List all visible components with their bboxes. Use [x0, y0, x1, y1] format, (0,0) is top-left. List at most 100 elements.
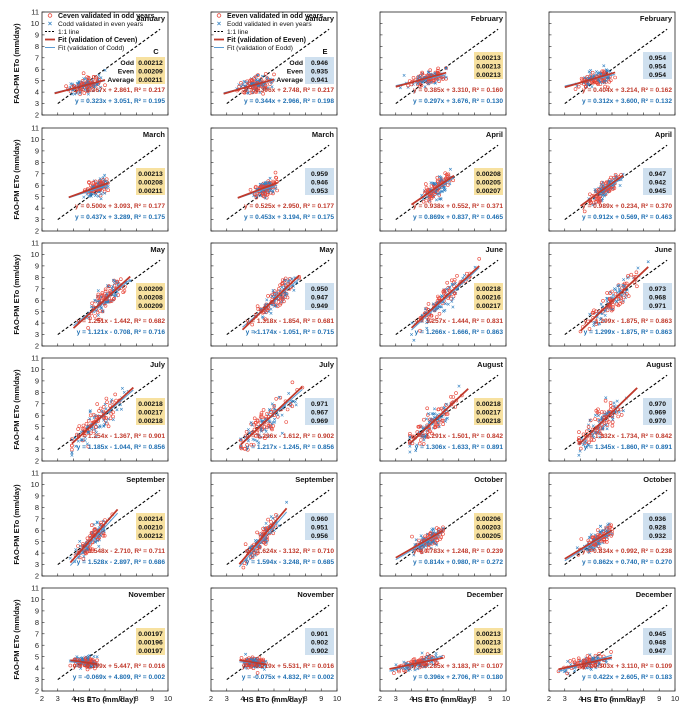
point-odd: [264, 181, 268, 185]
one-to-one-line: [226, 604, 330, 681]
stat-value: 0.00209: [138, 286, 163, 293]
point-odd: [97, 544, 101, 548]
stats-box: [474, 398, 503, 425]
point-even: [109, 299, 114, 303]
point-even: [116, 293, 120, 297]
point-odd: [594, 70, 599, 74]
x-tick-label: 7: [119, 694, 123, 703]
point-even: [90, 657, 95, 662]
point-even: [410, 534, 414, 539]
stat-value: 0.947: [311, 295, 328, 302]
point-odd: [439, 177, 443, 181]
point-even: [265, 76, 270, 81]
point-even: [593, 653, 598, 658]
point-odd: [94, 308, 98, 313]
stat-value: 0.00216: [476, 295, 501, 302]
point-even: [453, 405, 458, 409]
panel-title: August: [646, 360, 672, 369]
point-even: [596, 418, 601, 422]
point-odd: [423, 307, 427, 311]
panel-title: October: [474, 475, 503, 484]
point-odd: [618, 289, 622, 293]
stat-value: 0.932: [649, 533, 666, 540]
point-even: [403, 669, 408, 674]
point-even: [422, 73, 427, 78]
y-tick-label: 5: [35, 307, 39, 316]
point-odd: [608, 179, 612, 183]
point-even: [81, 71, 86, 75]
point-odd: [416, 667, 420, 671]
point-odd: [394, 663, 398, 667]
point-odd: [103, 180, 107, 184]
point-even: [259, 184, 264, 188]
panel-title: September: [126, 475, 165, 484]
stat-value: 0.00212: [138, 60, 163, 67]
point-even: [605, 418, 610, 422]
point-even: [259, 77, 264, 81]
point-odd: [420, 651, 424, 655]
stat-value: 0.971: [311, 401, 328, 408]
stat-value: 0.935: [311, 69, 328, 76]
point-even: [263, 191, 268, 196]
panel-title: June: [485, 245, 503, 254]
x-tick-label: 7: [288, 694, 292, 703]
point-even: [420, 664, 425, 669]
point-even: [90, 523, 94, 528]
point-odd: [432, 407, 437, 411]
point-even: [85, 667, 90, 672]
y-tick-label: 7: [35, 514, 39, 523]
one-to-one-line: [395, 144, 499, 221]
point-even: [601, 298, 605, 303]
point-odd: [261, 87, 265, 91]
point-odd: [424, 656, 428, 660]
point-even: [85, 536, 90, 541]
point-even: [596, 82, 600, 86]
point-even: [285, 407, 290, 412]
point-odd: [575, 546, 579, 550]
point-odd: [412, 338, 416, 342]
point-odd: [423, 434, 427, 438]
point-even: [272, 292, 277, 296]
point-even: [455, 273, 459, 278]
point-even: [616, 303, 621, 308]
point-odd: [83, 87, 87, 92]
point-odd: [588, 312, 592, 316]
point-even: [249, 442, 254, 447]
point-even: [255, 656, 260, 661]
point-even: [588, 74, 593, 78]
point-odd: [593, 202, 597, 206]
y-tick-label: 6: [35, 411, 39, 420]
point-even: [428, 417, 432, 422]
point-odd: [85, 88, 89, 93]
point-even: [70, 437, 74, 441]
point-even: [612, 186, 617, 190]
point-even: [239, 81, 243, 85]
y-tick-label: 9: [35, 261, 39, 270]
point-odd: [623, 290, 627, 295]
panel-title: November: [128, 590, 165, 599]
point-even: [602, 420, 607, 425]
stat-value: 0.942: [649, 180, 666, 187]
stat-value: 0.00208: [138, 295, 163, 302]
point-even: [428, 429, 432, 434]
equation-even: y = 0.783x + 1.248, R² = 0.239: [413, 548, 503, 555]
point-even: [601, 69, 606, 74]
stats-box: [474, 628, 503, 655]
point-odd: [578, 449, 582, 453]
point-odd: [621, 283, 625, 287]
point-odd: [85, 442, 89, 446]
point-odd: [587, 665, 591, 669]
y-tick-label: 8: [35, 388, 39, 397]
point-even: [608, 291, 612, 296]
point-even: [600, 663, 605, 668]
point-even: [610, 405, 615, 410]
point-even: [103, 287, 108, 292]
point-odd: [270, 294, 274, 298]
point-even: [419, 656, 424, 660]
point-odd: [411, 550, 416, 554]
point-even: [81, 431, 86, 436]
point-odd: [453, 281, 457, 286]
fit-line-even: [223, 78, 275, 95]
point-odd: [586, 548, 590, 552]
equation-even: y = 0.385x + 3.310, R² = 0.160: [413, 87, 503, 94]
